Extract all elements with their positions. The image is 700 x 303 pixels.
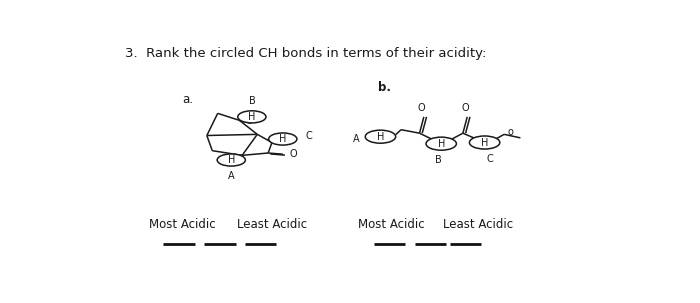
Text: H: H (279, 134, 286, 144)
Circle shape (470, 136, 500, 149)
Text: 3.  Rank the circled CH bonds in terms of their acidity:: 3. Rank the circled CH bonds in terms of… (125, 47, 487, 60)
Circle shape (426, 137, 456, 150)
Circle shape (269, 133, 297, 145)
Text: a.: a. (183, 93, 193, 106)
Text: o: o (508, 128, 514, 138)
Circle shape (365, 130, 396, 143)
Text: b.: b. (378, 81, 391, 94)
Text: O: O (418, 103, 426, 113)
Text: O: O (289, 149, 297, 159)
Text: H: H (377, 132, 384, 142)
Text: A: A (228, 171, 235, 181)
Circle shape (238, 111, 266, 123)
Text: C: C (305, 131, 312, 141)
Text: Most Acidic: Most Acidic (358, 218, 425, 231)
Text: H: H (248, 112, 256, 122)
Circle shape (217, 154, 246, 166)
Text: A: A (354, 134, 360, 144)
Text: C: C (486, 154, 493, 164)
Text: Least Acidic: Least Acidic (443, 218, 513, 231)
Text: H: H (481, 138, 489, 148)
Text: B: B (248, 96, 256, 106)
Text: B: B (435, 155, 442, 165)
Text: O: O (461, 103, 469, 113)
Text: Least Acidic: Least Acidic (237, 218, 307, 231)
Text: H: H (438, 139, 445, 149)
Text: Most Acidic: Most Acidic (149, 218, 216, 231)
Text: H: H (228, 155, 235, 165)
